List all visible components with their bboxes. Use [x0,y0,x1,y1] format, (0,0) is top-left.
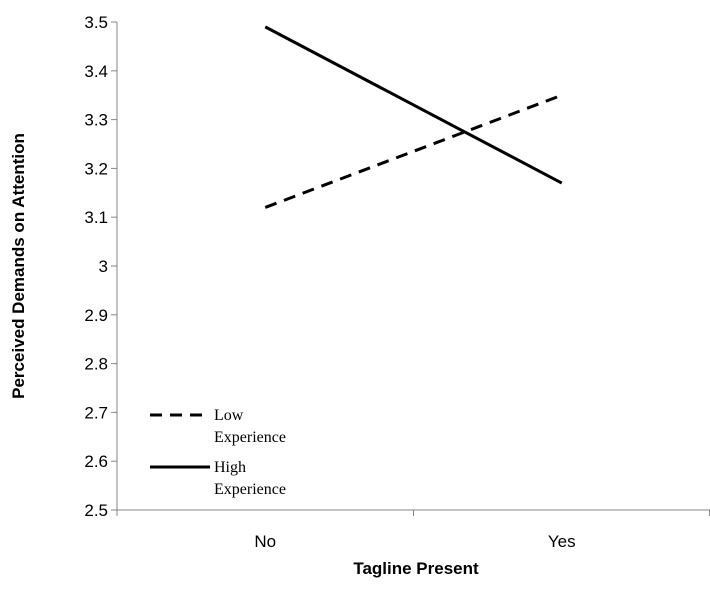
x-axis: No Yes [116,509,710,551]
y-axis-title: Perceived Demands on Attention [9,133,28,399]
y-tick-label: 2.5 [84,501,108,520]
y-tick-label: 2.8 [84,355,108,374]
x-tick-label: No [254,532,276,551]
series-line [264,93,563,209]
series-line [264,25,563,185]
y-tick-label: 2.7 [84,403,108,422]
y-tick-label: 3.4 [84,62,108,81]
y-axis: 2.5 2.6 2.7 2.8 2.9 3 3.1 3.2 3.3 3.4 3.5 [84,13,118,520]
x-tick-label: Yes [548,532,576,551]
series-layer [264,25,563,209]
y-tick-label: 3 [99,257,108,276]
y-tick-label: 2.6 [84,452,108,471]
y-tick-label: 3.5 [84,13,108,32]
legend-label: Low Experience [214,407,286,446]
y-tick-label: 3.2 [84,159,108,178]
legend: Low Experience High Experience [150,407,286,498]
y-tick-label: 2.9 [84,306,108,325]
y-tick-label: 3.3 [84,111,108,130]
x-axis-title: Tagline Present [353,559,479,578]
legend-label: High Experience [214,459,286,498]
y-tick-label: 3.1 [84,208,108,227]
